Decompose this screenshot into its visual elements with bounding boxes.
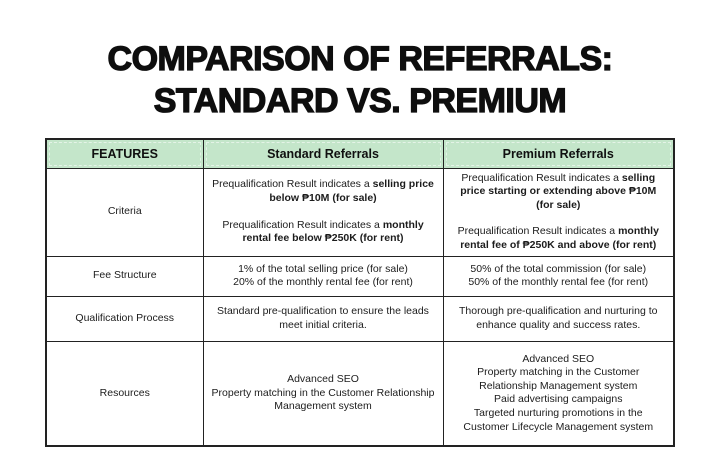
fee-structure-feature-label: Fee Structure (45, 255, 204, 297)
resources-standard-line-1: Advanced SEO (287, 372, 359, 385)
table-row-fee-structure: Fee Structure 1% of the total selling pr… (45, 255, 675, 297)
fee-structure-premium-cell: 50% of the total commission (for sale) 5… (442, 255, 675, 297)
criteria-standard-paragraph-1: Prequalification Result indicates a sell… (212, 178, 435, 205)
fee-premium-line-2: 50% of the monthly rental fee (for rent) (468, 276, 649, 289)
criteria-premium-p1-bold: selling price starting or extending abov… (460, 171, 657, 211)
criteria-premium-paragraph-1: Prequalification Result indicates a sell… (452, 172, 666, 213)
resources-premium-line-4: Targeted nurturing promotions in the Cus… (463, 407, 654, 433)
table-row-criteria: Criteria Prequalification Result indicat… (45, 167, 675, 257)
criteria-premium-p2-bold: monthly rental fee of ₱250K and above (f… (460, 225, 659, 252)
criteria-standard-p1-normal: Prequalification Result indicates a (212, 178, 370, 191)
criteria-standard-p2-normal: Prequalification Result indicates a (222, 218, 380, 231)
page-title: COMPARISON OF REFERRALS: STANDARD VS. PR… (0, 38, 720, 122)
fee-structure-standard-cell: 1% of the total selling price (for sale)… (202, 255, 444, 297)
page-title-line-1: COMPARISON OF REFERRALS: (107, 39, 614, 78)
header-cell-features: FEATURES (45, 138, 204, 169)
resources-standard-cell: Advanced SEO Property matching in the Cu… (202, 340, 444, 447)
criteria-premium-p2-normal: Prequalification Result indicates a (457, 225, 616, 238)
table-header-row: FEATURES Standard Referrals Premium Refe… (45, 138, 675, 169)
resources-premium-line-3: Paid advertising campaigns (494, 393, 623, 406)
fee-premium-line-1: 50% of the total commission (for sale) (470, 262, 647, 275)
resources-feature-label: Resources (45, 340, 204, 447)
table-row-resources: Resources Advanced SEO Property matching… (45, 340, 675, 447)
qualification-premium-cell: Thorough pre-qualification and nurturing… (442, 295, 675, 342)
criteria-standard-p2-bold: monthly rental fee below ₱250K (for rent… (242, 218, 424, 245)
comparison-table: FEATURES Standard Referrals Premium Refe… (45, 138, 675, 448)
criteria-premium-cell: Prequalification Result indicates a sell… (442, 167, 675, 257)
qualification-standard-cell: Standard pre-qualification to ensure the… (202, 295, 444, 342)
resources-premium-line-2: Property matching in the Customer Relati… (477, 366, 640, 392)
page-title-line-2: STANDARD VS. PREMIUM (153, 81, 567, 120)
resources-standard-line-2: Property matching in the Customer Relati… (211, 386, 435, 413)
criteria-standard-cell: Prequalification Result indicates a sell… (202, 167, 444, 257)
resources-premium-line-1: Advanced SEO (522, 352, 595, 365)
criteria-standard-paragraph-2: Prequalification Result indicates a mont… (212, 219, 435, 246)
fee-standard-line-1: 1% of the total selling price (for sale) (238, 262, 408, 275)
criteria-premium-p1-normal: Prequalification Result indicates a (461, 171, 619, 184)
header-cell-premium: Premium Referrals (442, 138, 675, 169)
criteria-feature-label: Criteria (45, 167, 204, 257)
fee-standard-line-2: 20% of the monthly rental fee (for rent) (233, 276, 413, 289)
table-row-qualification-process: Qualification Process Standard pre-quali… (45, 295, 675, 342)
criteria-premium-paragraph-2: Prequalification Result indicates a mont… (452, 225, 666, 252)
criteria-standard-p1-bold: selling price below ₱10M (for sale) (269, 178, 434, 204)
header-cell-standard: Standard Referrals (202, 138, 444, 169)
resources-premium-cell: Advanced SEO Property matching in the Cu… (442, 340, 675, 447)
qualification-feature-label: Qualification Process (45, 295, 204, 342)
